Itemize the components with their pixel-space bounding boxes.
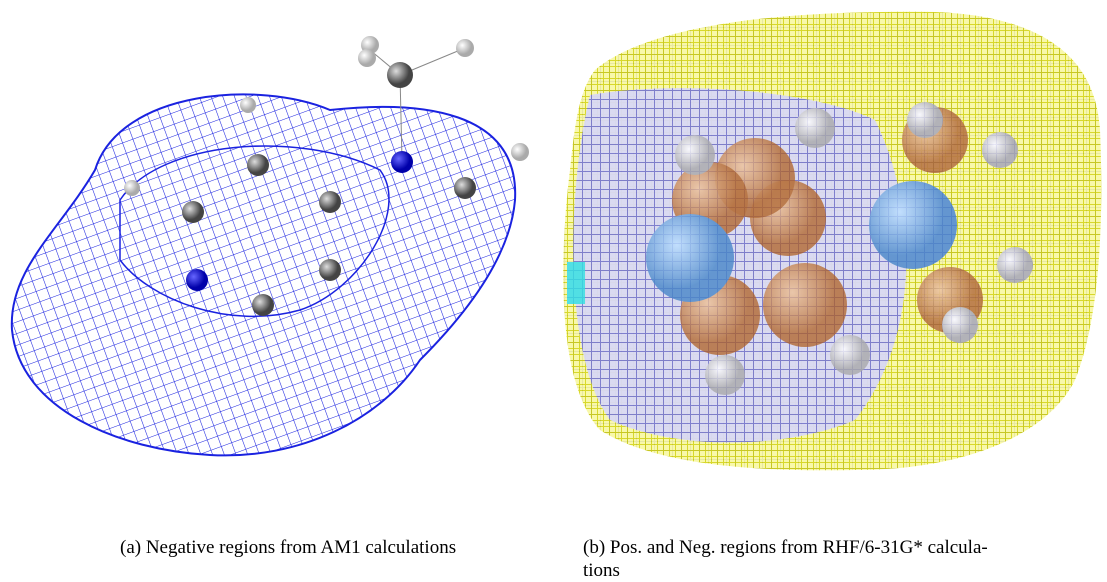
caption-a: (a) Negative regions from AM1 calculatio… [120,536,456,559]
figure-a-image [0,0,550,480]
figure-b-image [555,0,1107,480]
molecule-b [563,12,1101,471]
page: (a) Negative regions from AM1 calculatio… [0,0,1107,579]
molecule-a [12,36,529,455]
caption-b: (b) Pos. and Neg. regions from RHF/6-31G… [583,536,988,559]
